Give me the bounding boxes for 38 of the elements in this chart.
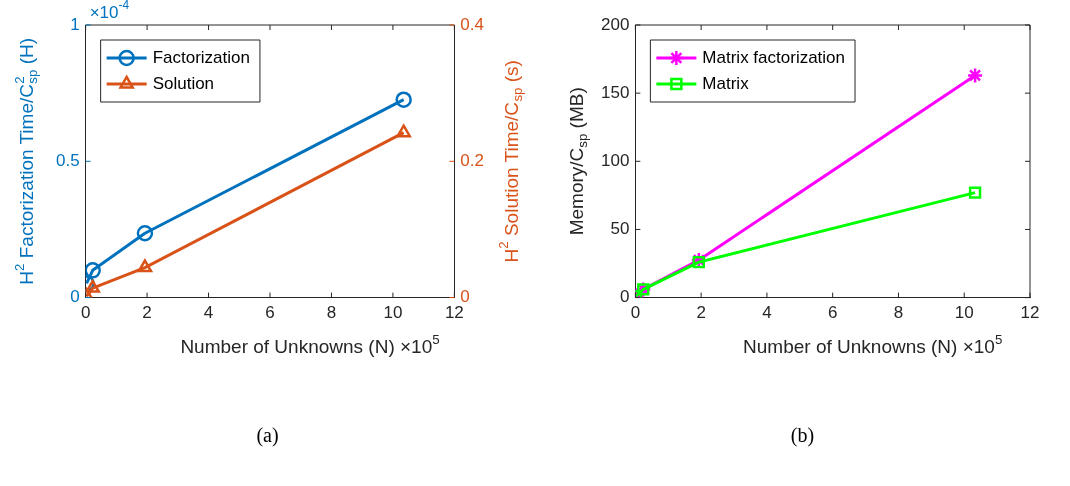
point bbox=[136, 225, 154, 242]
legend-label: Solution bbox=[152, 73, 215, 93]
y-tick-label: 50 bbox=[610, 219, 630, 239]
legend-label: Matrix bbox=[702, 73, 750, 93]
x-tick-label: 2 bbox=[142, 303, 152, 323]
legend-label: Matrix factorization bbox=[702, 47, 846, 67]
y2-tick-label: 0.4 bbox=[460, 14, 485, 34]
y-tick-label: 100 bbox=[600, 150, 630, 170]
x-tick-label: 8 bbox=[893, 303, 904, 323]
point bbox=[395, 91, 412, 108]
point bbox=[396, 124, 411, 138]
y2-axis-title: H2 Solution Time/Csp (s) bbox=[496, 60, 525, 263]
point bbox=[692, 255, 706, 269]
y-tick-label: 200 bbox=[600, 14, 630, 34]
x-tick-label: 2 bbox=[696, 303, 706, 323]
point bbox=[968, 186, 982, 199]
point bbox=[85, 279, 101, 293]
text: (a) bbox=[255, 424, 280, 447]
y-tick-label: 0 bbox=[619, 287, 630, 307]
point bbox=[966, 67, 984, 84]
text: (b) bbox=[789, 424, 816, 447]
legend-label: Factorization bbox=[152, 47, 250, 67]
point bbox=[85, 262, 101, 279]
x-tick-label: 10 bbox=[954, 303, 974, 323]
y-axis-title: H2 Factorization Time/Csp2 (H) bbox=[11, 37, 40, 285]
x-tick-label: 4 bbox=[203, 303, 214, 323]
x-tick-label: 12 bbox=[1020, 303, 1040, 323]
y-tick-label: 0.5 bbox=[55, 150, 80, 170]
y-tick-label: 1 bbox=[70, 14, 80, 34]
x-tick-label: 6 bbox=[265, 303, 275, 323]
x-tick-label: 4 bbox=[762, 303, 772, 323]
x-tick-label: 6 bbox=[827, 303, 838, 323]
y-tick-label: 0 bbox=[70, 287, 80, 307]
x-tick-label: 10 bbox=[383, 303, 403, 323]
y2-tick-label: 0.2 bbox=[460, 150, 485, 170]
point bbox=[137, 259, 153, 273]
y-tick-label: 150 bbox=[600, 82, 630, 102]
x-tick-label: 8 bbox=[326, 303, 337, 323]
